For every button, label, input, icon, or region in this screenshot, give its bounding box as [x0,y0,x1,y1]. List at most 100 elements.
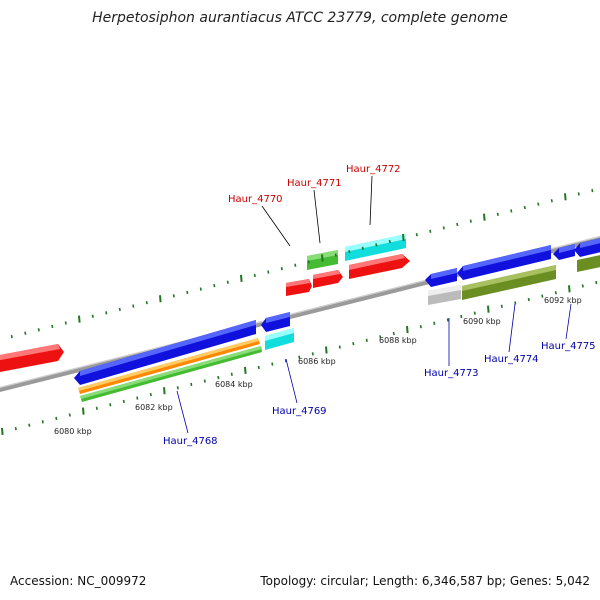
label-leaders-bottom [176,303,572,434]
gene-label-haur-4770[interactable]: Haur_4770 [228,194,283,205]
lower-scale-tick [284,359,287,363]
upper-scale-tick [388,239,391,244]
lower-scale-tick [595,280,598,285]
gene-label-haur-4775[interactable]: Haur_4775 [541,341,596,352]
upper-scale-tick [105,311,108,315]
lower-scale-tick [365,338,368,342]
lower-scale-tick [541,294,544,298]
scale-label-6086: 6086 kbp [298,357,336,366]
gene-forward-red-left[interactable] [0,344,64,373]
upper-scale-tick [294,263,297,267]
gene-haur-4768[interactable] [74,320,256,385]
gene-haur-4769[interactable] [265,328,294,350]
gene-haur-4772-lower[interactable] [349,254,410,279]
upper-scale-tick [78,315,81,323]
lower-scale-tick [28,423,31,427]
lower-scale-tick [82,407,85,415]
lower-scale-tick [230,372,233,376]
upper-scale-tick [442,226,445,230]
upper-scale-tick [186,290,189,295]
lower-scale-tick [163,387,166,395]
scale-label-6090: 6090 kbp [463,317,501,326]
upper-scale-tick [334,253,337,257]
upper-scale-tick [591,188,594,193]
lower-scale-tick [419,325,422,329]
upper-scale-tick [415,233,418,237]
lower-scale-tick [298,355,301,359]
gene-haur-4770[interactable] [286,279,312,296]
accession-text: Accession: NC_009972 [10,574,147,588]
upper-scale-tick [37,328,40,332]
lower-scale-tick [325,346,328,354]
gene-haur-4772[interactable] [345,234,406,261]
upper-scale-tick [307,260,310,264]
gene-label-haur-4768[interactable]: Haur_4768 [163,436,218,447]
upper-scale-tick [24,331,27,335]
gene-haur-4768-green[interactable] [80,346,262,402]
upper-scale-tick [280,267,283,271]
lower-scale-tick [311,352,314,356]
label-leaders [261,175,373,247]
upper-scale-tick [132,304,135,308]
gene-haur-4769-blue[interactable] [261,312,290,332]
lower-scale-tick [500,304,503,308]
scale-label-6088: 6088 kbp [379,336,417,345]
upper-scale-tick [564,193,567,201]
gene-haur-4768-orange[interactable] [78,338,260,394]
lower-scale-tick [379,335,382,339]
gene-right-olive[interactable] [577,254,600,272]
lower-scale-tick [176,386,179,390]
scale-label-6084: 6084 kbp [215,380,253,389]
lower-scale-tick [433,321,436,325]
gene-haur-4775-blue[interactable] [553,244,575,260]
gene-haur-4773-blue[interactable] [425,268,457,287]
lower-scale-tick [55,416,58,421]
gene-label-haur-4769[interactable]: Haur_4769 [272,406,327,417]
gene-label-haur-4772[interactable]: Haur_4772 [346,164,401,175]
upper-scale-tick [483,213,486,221]
lower-scale-tick [514,301,517,305]
scale-label-6092: 6092 kbp [544,296,582,305]
upper-scale-tick [10,334,13,339]
lower-scale-tick [527,297,530,302]
gene-haur-4771-lower[interactable] [313,270,343,288]
lower-scale-tick [338,345,341,349]
upper-scale-tick [375,243,378,247]
upper-scale-tick [537,202,540,206]
upper-scale-tick [172,294,175,298]
lower-scale-tick [487,305,490,313]
gene-haur-4774[interactable] [462,265,556,300]
upper-scale-tick [469,219,472,223]
lower-scale-tick [473,311,476,315]
upper-scale-tick [253,273,256,278]
upper-scale-tick [496,212,499,216]
upper-scale-tick [213,283,216,288]
lower-scale-tick [568,285,571,293]
upper-scale-tick [240,274,243,282]
gene-haur-4774-blue[interactable] [457,245,551,280]
lower-scale-tick [149,392,152,397]
upper-scale-tick [267,270,270,274]
upper-scale-tick [51,324,54,329]
gene-label-haur-4773[interactable]: Haur_4773 [424,368,479,379]
gene-right-blue[interactable] [574,237,600,257]
lower-scale-tick [217,375,220,380]
upper-scale-tick [199,287,202,291]
lower-scale-tick [14,426,17,431]
lower-scale-tick [244,366,247,374]
lower-scale-tick [190,382,193,387]
gene-haur-4773[interactable] [428,285,461,305]
lower-scale-tick [203,379,206,383]
scale-label-6080: 6080 kbp [54,427,92,436]
gene-label-haur-4774[interactable]: Haur_4774 [484,354,539,365]
lower-scale-tick [554,291,557,295]
upper-scale-tick [456,222,459,227]
scale-ticks [1,188,598,436]
lower-scale-tick [136,396,139,400]
lower-scale-tick [460,314,463,319]
genome-title: Herpetosiphon aurantiacus ATCC 23779, co… [92,10,508,26]
lower-scale-tick [1,427,4,436]
gene-label-haur-4771[interactable]: Haur_4771 [287,178,342,189]
upper-scale-tick [550,199,553,203]
